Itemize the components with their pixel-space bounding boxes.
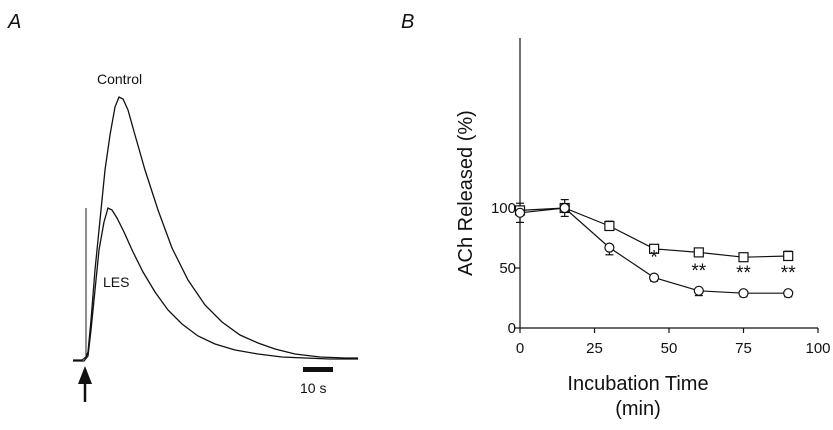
x-axis-title: Incubation Time (567, 373, 708, 395)
y-tick-label: 100 (491, 200, 516, 217)
arrow-icon (78, 366, 92, 402)
square-point (693, 247, 704, 258)
panel-a-letter: A (7, 11, 21, 33)
control-trace (73, 96, 358, 361)
time-scale-bar (303, 367, 333, 372)
circle-point (559, 202, 570, 214)
x-tick-label: 75 (735, 340, 752, 357)
circle-point (783, 288, 794, 299)
circle-point (514, 207, 526, 218)
square-point (783, 250, 794, 262)
les-trace (73, 207, 358, 362)
significance-marker: ** (736, 263, 751, 284)
time-scale-label: 10 s (300, 380, 326, 396)
x-tick-label: 25 (586, 340, 603, 357)
x-tick-label: 100 (805, 340, 830, 357)
x-axis-unit: (min) (615, 398, 661, 420)
square-point (648, 243, 660, 254)
square-point (604, 220, 615, 232)
panel-b-letter: B (401, 11, 414, 33)
circle-point (648, 272, 660, 283)
circle-point (738, 288, 749, 299)
significance-marker: ** (781, 263, 796, 284)
x-tick-label: 50 (661, 340, 678, 357)
control-trace-label: Control (97, 71, 142, 87)
circle-point (693, 285, 704, 296)
square-point (738, 252, 749, 263)
significance-marker: * (650, 248, 658, 269)
circle-point (604, 242, 615, 253)
significance-marker: ** (691, 261, 706, 282)
y-axis-title: ACh Released (%) (455, 110, 477, 276)
x-tick-label: 0 (516, 340, 524, 357)
circle-series (514, 202, 794, 299)
les-trace-label: LES (103, 274, 129, 290)
panel-a-traces: Control LES 10 s (73, 71, 358, 402)
y-tick-label: 0 (508, 320, 516, 337)
y-tick-label: 50 (499, 260, 516, 277)
